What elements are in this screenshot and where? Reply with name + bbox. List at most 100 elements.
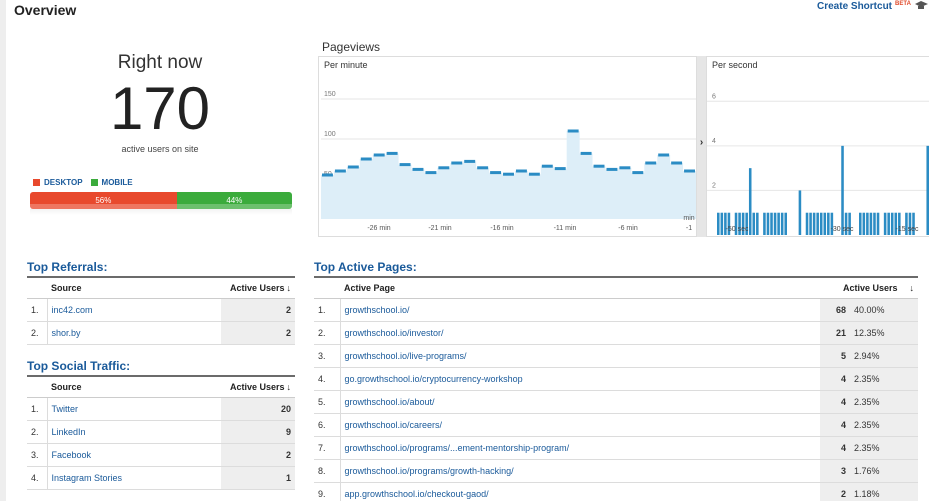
page-link[interactable]: growthschool.io/investor/ xyxy=(340,321,820,345)
active-users-value: 4 xyxy=(820,390,850,414)
active-users-column-header[interactable]: Active Users ↓ xyxy=(820,276,918,299)
second-bar xyxy=(866,212,869,235)
second-bar xyxy=(819,212,823,235)
table-header-row: Source Active Users ↓ xyxy=(27,276,295,299)
active-users-value: 2 xyxy=(820,482,850,501)
minute-mark xyxy=(373,153,385,157)
active-users-percent: 2.35% xyxy=(850,390,918,414)
active-users-value: 9 xyxy=(221,420,295,444)
second-bar xyxy=(717,212,720,235)
second-bar xyxy=(841,145,844,235)
table-row: 2. growthschool.io/investor/21 12.35% xyxy=(314,321,918,345)
source-link[interactable]: LinkedIn xyxy=(47,420,221,444)
top-pages-title: Top Active Pages: xyxy=(314,260,417,274)
minute-mark xyxy=(322,173,333,177)
table-row: 4. go.growthschool.io/cryptocurrency-work… xyxy=(314,367,918,391)
minute-mark xyxy=(606,167,618,171)
active-users-value: 2 xyxy=(221,443,295,467)
page-link[interactable]: growthschool.io/live-programs/ xyxy=(340,344,820,368)
second-bar xyxy=(724,212,727,235)
second-bar xyxy=(890,212,894,235)
table-row: 2. LinkedIn 9 xyxy=(27,420,295,444)
desktop-share-segment: 56% xyxy=(30,192,177,209)
second-bar xyxy=(823,212,827,235)
minute-mark xyxy=(412,167,424,171)
split-bar-shadow xyxy=(30,209,292,215)
page-link[interactable]: growthschool.io/ xyxy=(340,298,820,322)
second-bar xyxy=(745,212,748,235)
second-bar xyxy=(908,212,912,235)
second-bar xyxy=(773,212,777,235)
source-link[interactable]: Facebook xyxy=(47,443,221,467)
second-bar xyxy=(894,212,898,235)
page-title: Overview xyxy=(14,2,77,18)
active-users-value: 4 xyxy=(820,413,850,437)
chevron-right-icon[interactable]: › xyxy=(699,137,704,148)
minute-mark xyxy=(684,169,695,173)
page-link[interactable]: app.growthschool.io/checkout-gaod/ xyxy=(340,482,820,501)
row-index: 4. xyxy=(27,466,48,490)
active-users-percent: 2.94% xyxy=(850,344,918,368)
table-row: 5. growthschool.io/about/4 2.35% xyxy=(314,390,918,414)
table-row: 9. app.growthschool.io/checkout-gaod/2 1.1… xyxy=(314,482,918,501)
active-page-column-header[interactable]: Active Page xyxy=(340,276,820,299)
page-link[interactable]: growthschool.io/about/ xyxy=(340,390,820,414)
minute-mark xyxy=(347,165,359,169)
minute-mark xyxy=(490,171,502,175)
per-minute-plot: 50100150-26 min-21 min-16 min-11 min-6 m… xyxy=(321,91,696,232)
source-link[interactable]: shor.by xyxy=(47,321,221,345)
table-row: 8. growthschool.io/programs/growth-hackin… xyxy=(314,459,918,483)
minute-mark xyxy=(593,164,605,168)
page-link[interactable]: growthschool.io/programs/growth-hacking/ xyxy=(340,459,820,483)
per-second-chart: Per second 2 4 6 -50 sec -30 sec -15 sec xyxy=(706,56,929,237)
minute-mark xyxy=(671,161,683,165)
index-header xyxy=(27,375,47,398)
page-link[interactable]: growthschool.io/careers/ xyxy=(340,413,820,437)
active-users-column-header[interactable]: Active Users ↓ xyxy=(221,276,295,299)
index-header xyxy=(314,276,340,299)
second-bar xyxy=(905,212,908,235)
active-users-header-label: Active Users xyxy=(229,282,285,293)
row-index: 8. xyxy=(314,459,341,483)
second-bar xyxy=(876,212,880,235)
y-tick-label: 6 xyxy=(712,93,716,100)
page-link[interactable]: growthschool.io/programs/...ement-mentor… xyxy=(340,436,820,460)
sort-down-icon: ↓ xyxy=(286,282,292,293)
active-users-percent: 1.76% xyxy=(850,459,918,483)
active-users-percent: 2.35% xyxy=(850,413,918,437)
active-users-percent: 2.35% xyxy=(850,436,918,460)
top-referrals-title: Top Referrals: xyxy=(27,260,108,274)
row-index: 3. xyxy=(314,344,341,368)
second-bar xyxy=(848,212,851,235)
minute-mark xyxy=(658,153,670,157)
legend-mobile: MOBILE xyxy=(90,178,133,187)
minute-mark xyxy=(632,171,644,175)
top-social-table: Source Active Users ↓ 1. Twitter 20 2. Linked… xyxy=(27,375,295,490)
minute-mark xyxy=(645,161,657,165)
source-link[interactable]: Instagram Stories xyxy=(47,466,221,490)
second-bar xyxy=(887,212,890,235)
x-tick-label: -30 sec xyxy=(831,226,854,233)
top-social-title: Top Social Traffic: xyxy=(27,359,131,373)
row-index: 3. xyxy=(27,443,48,467)
minute-mark xyxy=(541,164,553,168)
x-tick-label: -50 sec xyxy=(726,226,749,233)
active-users-value: 4 xyxy=(820,436,850,460)
page-link[interactable]: go.growthschool.io/cryptocurrency-worksh… xyxy=(340,367,820,391)
source-column-header[interactable]: Source xyxy=(47,375,221,398)
source-link[interactable]: inc42.com xyxy=(47,298,221,322)
active-users-column-header[interactable]: Active Users ↓ xyxy=(221,375,295,398)
row-index: 1. xyxy=(314,298,341,322)
source-column-header[interactable]: Source xyxy=(47,276,221,299)
graduation-cap-icon[interactable] xyxy=(914,0,928,10)
minute-mark xyxy=(399,163,411,167)
active-users-value: 5 xyxy=(820,344,850,368)
legend-desktop-swatch xyxy=(33,179,40,186)
minute-mark xyxy=(386,151,398,155)
create-shortcut-link[interactable]: Create Shortcut BETA xyxy=(817,1,911,12)
source-link[interactable]: Twitter xyxy=(47,397,221,421)
row-index: 5. xyxy=(314,390,341,414)
table-row: 1. inc42.com 2 xyxy=(27,298,295,322)
x-tick-label: -26 min xyxy=(367,225,390,232)
pageviews-title: Pageviews xyxy=(322,40,381,54)
